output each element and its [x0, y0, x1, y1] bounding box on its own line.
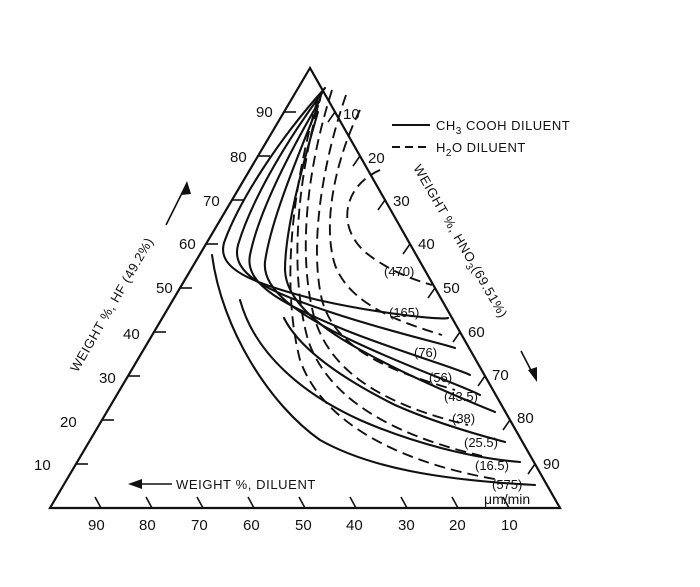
right-axis-tick	[502, 419, 511, 431]
tick-label-diluent-10: 10	[501, 517, 518, 534]
right-axis-tick	[427, 287, 436, 299]
tick-label-hf-30: 30	[99, 370, 116, 387]
rate-label-165: (165)	[389, 305, 419, 320]
bottom-axis-tick	[298, 496, 306, 509]
legend-solid-label-main: CH	[436, 118, 456, 133]
tick-label-hf-20: 20	[60, 414, 77, 431]
tick-label-hf-70: 70	[203, 193, 220, 210]
solid-contour-5	[283, 110, 497, 414]
bottom-axis-tick	[400, 496, 408, 509]
tick-label-diluent-80: 80	[139, 517, 156, 534]
tick-label-diluent-50: 50	[295, 517, 312, 534]
rate-labels: (470) (165) (76) (56) (43.5) (38) (25.5)…	[384, 264, 530, 507]
hf-axis-arrowhead-icon	[181, 181, 191, 195]
dashed-contour-1	[346, 169, 433, 286]
solid-contour-4	[263, 104, 482, 397]
dashed-contour-6	[289, 97, 501, 481]
tick-label-hno3-20: 20	[368, 150, 385, 167]
tick-label-hno3-30: 30	[393, 193, 410, 210]
right-axis-tick	[377, 199, 386, 211]
rate-label-38: (38)	[452, 411, 475, 426]
solid-contour-8	[210, 253, 537, 487]
solid-contour-6	[282, 316, 507, 444]
dashed-contours	[289, 89, 501, 481]
bottom-axis-tick	[145, 496, 153, 509]
dashed-contour-5	[296, 91, 483, 457]
right-axis-tick	[402, 243, 411, 255]
solid-contour-3	[248, 98, 472, 377]
left-axis-tick-labels: 10 20 30 40 50 60 70 80 90	[34, 104, 273, 474]
hno3-axis-title-post: (69.51%)	[469, 263, 511, 320]
bottom-axis-tick-labels: 90 80 70 60 50 40 30 20 10	[88, 517, 518, 534]
bottom-axis-tick	[451, 496, 459, 509]
bottom-axis-tick	[94, 496, 102, 509]
tick-label-hno3-50: 50	[443, 280, 460, 297]
bottom-axis-tick	[196, 496, 204, 509]
legend-dashed-label: H2O DILUENT	[436, 140, 526, 159]
right-axis-tick	[352, 155, 361, 167]
rate-label-575: (575)	[492, 477, 522, 492]
right-axis-tick	[327, 111, 336, 123]
right-axis-tick	[452, 331, 461, 343]
diluent-axis-arrowhead-icon	[128, 479, 142, 489]
tick-label-hno3-80: 80	[517, 410, 534, 427]
tick-label-hf-60: 60	[179, 236, 196, 253]
right-axis-tick	[477, 375, 486, 387]
hf-axis-title: WEIGHT %, HF (49.2%)	[67, 235, 156, 375]
solid-contour-1	[222, 86, 450, 320]
legend-solid-label-rest: COOH DILUENT	[462, 118, 570, 133]
rate-label-76: (76)	[414, 345, 437, 360]
bottom-axis-tick	[349, 496, 357, 509]
right-axis-tick	[527, 463, 536, 475]
tick-label-hno3-40: 40	[418, 236, 435, 253]
solid-contour-2	[235, 91, 457, 350]
rate-label-25-5: (25.5)	[464, 435, 498, 450]
diluent-axis-title: WEIGHT %, DILUENT	[176, 477, 316, 492]
solid-contours	[210, 86, 537, 487]
dashed-contour-2	[329, 109, 443, 336]
tick-label-diluent-40: 40	[346, 517, 363, 534]
tick-label-diluent-30: 30	[398, 517, 415, 534]
tick-label-diluent-60: 60	[243, 517, 260, 534]
tick-label-diluent-70: 70	[191, 517, 208, 534]
dashed-contour-4	[304, 89, 469, 426]
bottom-axis-tick	[247, 496, 255, 509]
rate-label-470: (470)	[384, 264, 414, 279]
tick-label-hf-80: 80	[230, 149, 247, 166]
solid-contour-7	[238, 298, 522, 464]
legend-solid-label-sub: 3	[456, 126, 462, 137]
tick-label-hno3-90: 90	[543, 456, 560, 473]
axis-ticks	[76, 111, 536, 509]
rate-label-16-5: (16.5)	[475, 458, 509, 473]
unit-label: μm/min	[484, 491, 530, 507]
legend-dashed-label-main: H	[436, 140, 446, 155]
tick-label-hf-50: 50	[156, 280, 173, 297]
hno3-axis-arrowhead-icon	[528, 367, 537, 382]
hno3-axis-title-sub: 3	[462, 262, 475, 273]
tick-label-diluent-20: 20	[449, 517, 466, 534]
rate-label-43-5: (43.5)	[444, 389, 478, 404]
legend-solid-label: CH3 COOH DILUENT	[436, 118, 570, 137]
bottom-axis-tick	[502, 496, 510, 509]
legend-dashed-label-sub: 2	[446, 148, 452, 159]
tick-label-hno3-70: 70	[492, 367, 509, 384]
hf-axis-title-group: WEIGHT %, HF (49.2%)	[67, 235, 156, 375]
rate-label-56: (56)	[429, 370, 452, 385]
tick-label-diluent-90: 90	[88, 517, 105, 534]
tick-label-hf-10: 10	[34, 457, 51, 474]
dashed-contour-3	[316, 94, 456, 391]
tick-label-hf-40: 40	[123, 326, 140, 343]
tick-label-hf-90: 90	[256, 104, 273, 121]
legend: CH3 COOH DILUENT H2O DILUENT	[392, 118, 570, 159]
legend-dashed-label-rest: O DILUENT	[452, 140, 526, 155]
tick-label-hno3-60: 60	[468, 324, 485, 341]
